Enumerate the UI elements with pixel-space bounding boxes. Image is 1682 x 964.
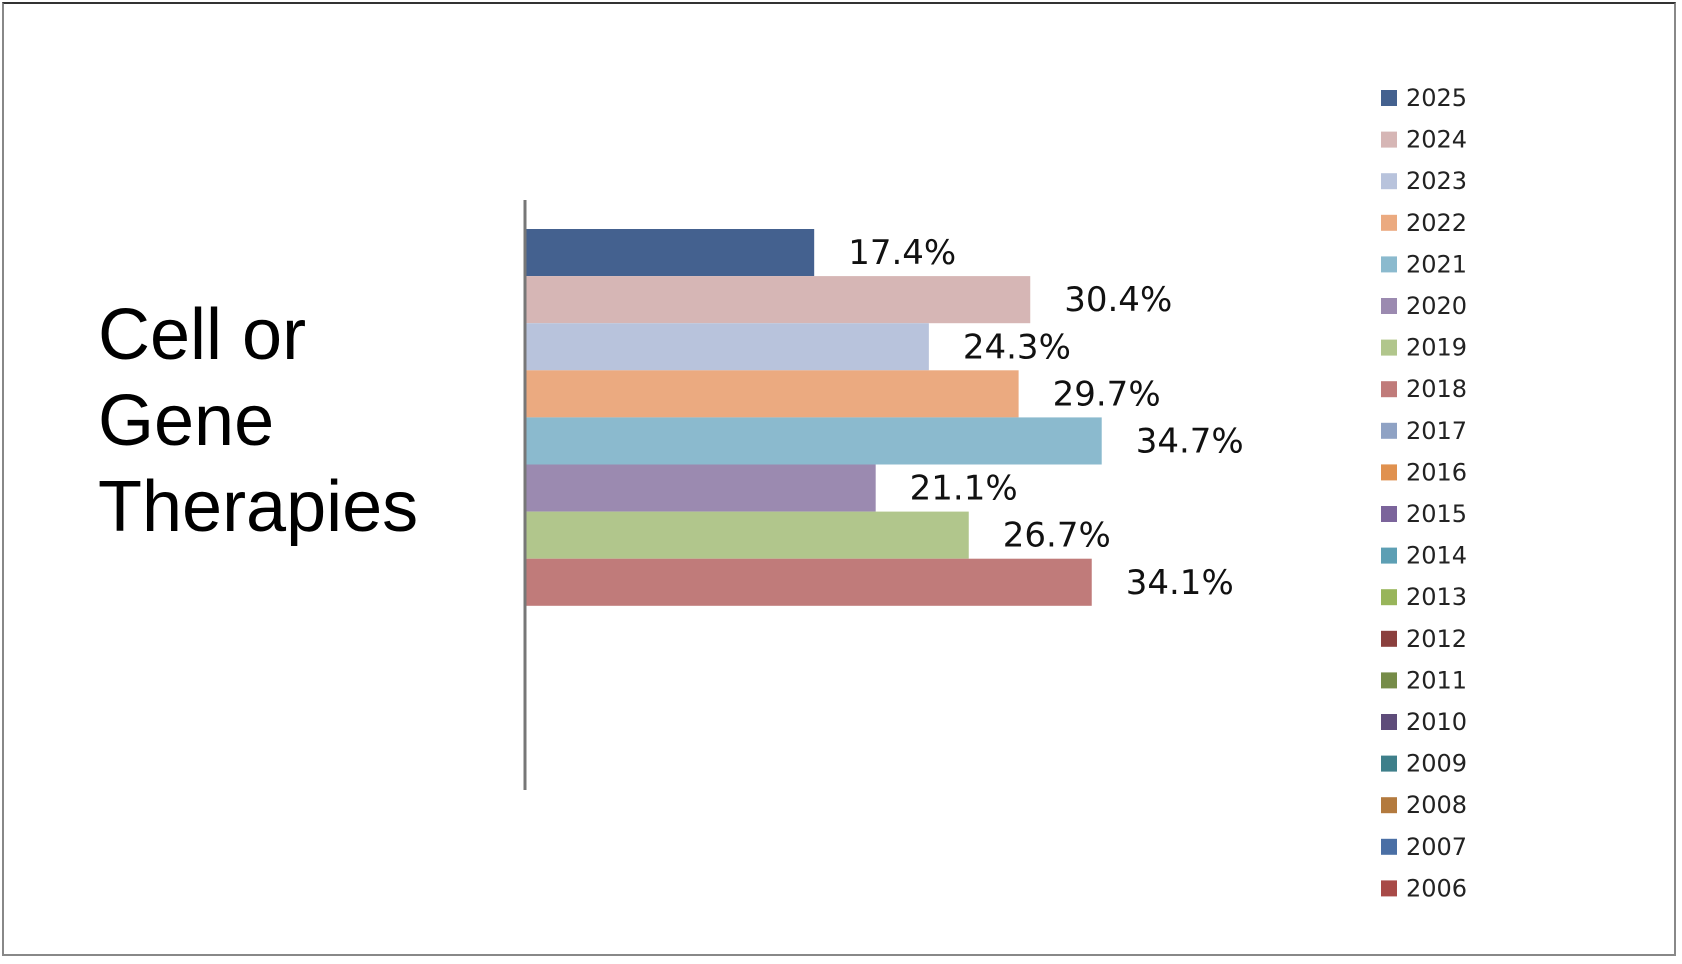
legend-label: 2006 — [1406, 874, 1467, 902]
bar — [525, 229, 815, 277]
legend-swatch — [1381, 422, 1397, 439]
legend-swatch — [1381, 589, 1397, 606]
legend-swatch — [1381, 256, 1397, 273]
bar — [525, 276, 1031, 324]
bar — [525, 511, 969, 559]
legend-swatch — [1381, 838, 1397, 855]
legend-label: 2010 — [1406, 708, 1467, 736]
value-label: 29.7% — [1053, 374, 1161, 414]
legend-swatch — [1381, 797, 1397, 814]
legend-label: 2012 — [1406, 625, 1467, 653]
legend-label: 2024 — [1406, 126, 1467, 154]
legend-label: 2023 — [1406, 167, 1467, 195]
legend-label: 2014 — [1406, 542, 1467, 570]
value-label: 21.1% — [910, 469, 1018, 509]
legend-swatch — [1381, 131, 1397, 148]
legend-label: 2009 — [1406, 750, 1467, 778]
legend-label: 2015 — [1406, 500, 1467, 528]
legend-label: 2022 — [1406, 209, 1467, 237]
legend-label: 2021 — [1406, 250, 1467, 278]
value-label: 34.1% — [1126, 563, 1234, 603]
legend-swatch — [1381, 506, 1397, 522]
value-label: 30.4% — [1064, 280, 1172, 320]
legend-swatch — [1381, 547, 1397, 564]
legend-label: 2007 — [1406, 833, 1467, 861]
bar — [525, 558, 1092, 606]
legend-swatch — [1381, 880, 1397, 897]
legend-swatch — [1381, 298, 1397, 314]
legend-label: 2019 — [1406, 334, 1467, 362]
value-label: 34.7% — [1136, 421, 1244, 461]
legend-label: 2018 — [1406, 375, 1467, 403]
legend-swatch — [1381, 381, 1397, 398]
value-label: 24.3% — [963, 327, 1071, 367]
legend-swatch — [1381, 464, 1397, 481]
legend-label: 2008 — [1406, 791, 1467, 819]
legend-swatch — [1381, 214, 1397, 231]
legend-swatch — [1381, 90, 1397, 106]
legend-label: 2013 — [1406, 583, 1467, 611]
legend-label: 2020 — [1406, 292, 1467, 320]
bar — [525, 323, 929, 371]
legend-swatch — [1381, 630, 1397, 647]
legend-label: 2011 — [1406, 666, 1467, 694]
legend-swatch — [1381, 714, 1397, 730]
bar — [525, 370, 1019, 418]
value-label: 17.4% — [848, 233, 956, 273]
legend-swatch — [1381, 755, 1397, 772]
bar — [525, 417, 1102, 465]
value-label: 26.7% — [1003, 516, 1111, 556]
chart-title: Cell or Gene Therapies — [98, 295, 419, 547]
legend-label: 2017 — [1406, 417, 1467, 445]
legend-swatch — [1381, 173, 1397, 190]
legend-swatch — [1381, 672, 1397, 689]
legend-swatch — [1381, 339, 1397, 356]
bar — [525, 464, 876, 512]
legend-label: 2016 — [1406, 458, 1467, 486]
legend-label: 2025 — [1406, 84, 1467, 112]
